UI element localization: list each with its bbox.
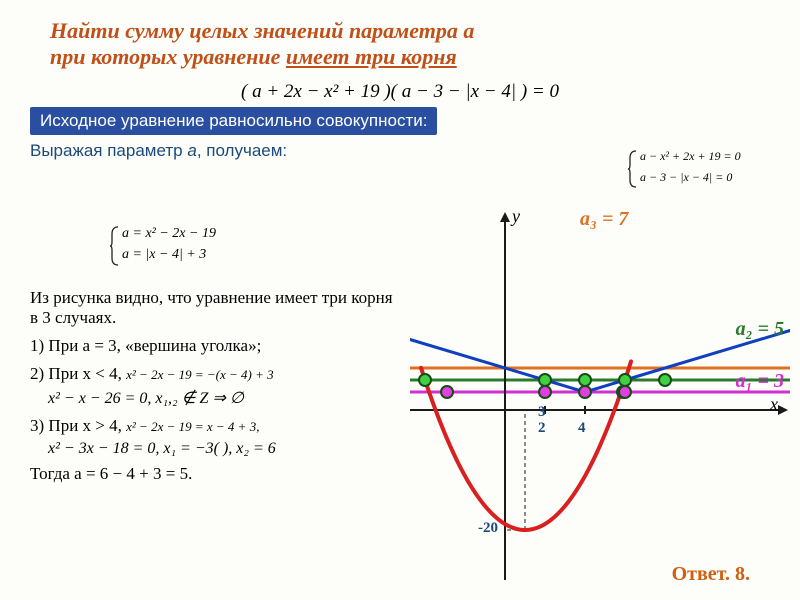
derive-a: а: [187, 141, 196, 160]
y-axis-label: y: [512, 206, 520, 227]
title-line-1: Найти сумму целых значений параметра а: [50, 18, 750, 44]
sys1-row2: a − 3 − |x − 4| = 0: [640, 170, 732, 185]
tick-3: 3: [538, 404, 546, 421]
system-1: a − x² + 2x + 19 = 0 a − 3 − |x − 4| = 0: [628, 148, 778, 195]
title-line-2: при которых уравнение имеет три корня: [50, 44, 750, 70]
graph-svg: [410, 210, 790, 580]
x-axis-label: x: [770, 394, 778, 415]
a3-label: a₃ = 7: [580, 208, 628, 231]
solution-text: Из рисунка видно, что уравнение имеет тр…: [30, 240, 400, 488]
title-l2a: при которых уравнение: [50, 44, 286, 69]
note-3-cases: Из рисунка видно, что уравнение имеет тр…: [30, 288, 400, 328]
case-2b: x² − 2x − 19 = −(x − 4) + 3: [126, 367, 274, 382]
a1-label: a₁ = 3: [736, 370, 784, 393]
tick-x2: 2: [538, 420, 546, 437]
title-l2b: имеет три корня: [286, 44, 457, 69]
a2-label: a₂ = 5: [736, 318, 784, 341]
case-3a: 3) При x > 4,: [30, 416, 126, 435]
answer: Ответ. 8.: [672, 563, 750, 586]
case-3-result: x² − 3x − 18 = 0, x₁ = −3( ), x₂ = 6: [48, 440, 400, 458]
case-2: 2) При x < 4, x² − 2x − 19 = −(x − 4) + …: [30, 364, 400, 384]
case-3b: x² − 2x − 19 = x − 4 + 3,: [126, 419, 259, 434]
tick-m20: -20: [478, 520, 498, 537]
then-line: Тогда а = 6 − 4 + 3 = 5.: [30, 464, 400, 484]
tick-x4: 4: [578, 420, 586, 437]
case-3: 3) При x > 4, x² − 2x − 19 = x − 4 + 3,: [30, 416, 400, 436]
problem-title: Найти сумму целых значений параметра а п…: [0, 0, 800, 77]
sys1-row1: a − x² + 2x + 19 = 0: [640, 149, 741, 164]
banner: Исходное уравнение равносильно совокупно…: [30, 107, 437, 135]
case-1-text: 1) При а = 3, «вершина уголка»;: [30, 336, 261, 355]
graph-area: y x a₃ = 7 a₂ = 5 a₁ = 3 3 -20 2 4: [410, 210, 790, 580]
derive-post: , получаем:: [197, 141, 287, 160]
case-2a: 2) При x < 4,: [30, 364, 126, 383]
case-2-result: x² − x − 26 = 0, x₁,₂ ∉ Z ⇒ ∅: [48, 388, 400, 408]
derive-pre: Выражая параметр: [30, 141, 187, 160]
case-1: 1) При а = 3, «вершина уголка»;: [30, 336, 400, 356]
main-equation: ( a + 2x − x² + 19 )( a − 3 − |x − 4| ) …: [0, 81, 800, 103]
